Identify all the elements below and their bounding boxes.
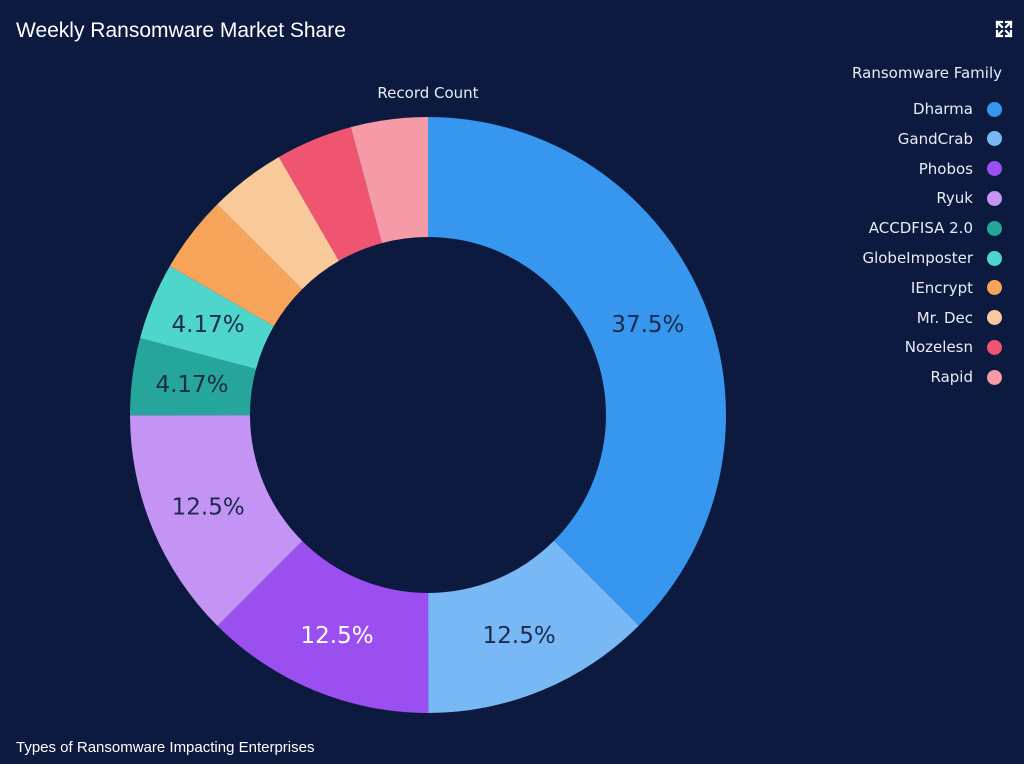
slice-nozelesn[interactable] — [278, 127, 382, 261]
legend-item[interactable]: Phobos — [919, 158, 1010, 180]
legend-dot-icon — [987, 190, 1002, 206]
slice-rapid[interactable] — [350, 117, 428, 244]
legend-label: Mr. Dec — [916, 308, 973, 327]
expand-icon — [995, 20, 1013, 38]
legend-label: Rapid — [930, 368, 974, 387]
donut-slices — [130, 117, 726, 713]
slice-accdfisa-2-0[interactable] — [130, 338, 257, 416]
slice-phobos[interactable] — [217, 540, 429, 713]
legend-label: Ryuk — [936, 189, 973, 208]
slice-label: 4.17% — [155, 372, 228, 398]
slice-label: 4.17% — [172, 312, 245, 338]
donut-chart: 37.5% 12.5% 12.5% 12.5% 4.17% 4.17% Record Co… — [130, 84, 726, 713]
slice-mr-dec[interactable] — [217, 156, 339, 290]
legend-dot-icon — [987, 280, 1002, 296]
legend-dot-icon — [987, 369, 1002, 385]
legend-dot-icon — [987, 161, 1002, 177]
slice-labels: 37.5% 12.5% 12.5% 12.5% 4.17% 4.17% — [155, 312, 684, 649]
legend-label: GandCrab — [897, 129, 973, 148]
slice-ryuk[interactable] — [130, 415, 303, 626]
legend-item[interactable]: Ryuk — [936, 187, 1010, 209]
legend-dot-icon — [987, 131, 1002, 147]
legend-item[interactable]: Dharma — [913, 98, 1010, 120]
legend-label: Phobos — [918, 159, 973, 178]
legend-item[interactable]: IEncrypt — [911, 277, 1010, 299]
card-footer: Types of Ransomware Impacting Enterprise… — [16, 739, 315, 756]
slice-globeimposter[interactable] — [140, 266, 274, 370]
legend-item[interactable]: Mr. Dec — [917, 307, 1010, 329]
slice-iencrypt[interactable] — [169, 204, 303, 327]
legend-item[interactable]: Rapid — [931, 366, 1011, 388]
slice-dharma[interactable] — [428, 117, 726, 626]
slice-label: 12.5% — [172, 494, 245, 520]
slice-label: 12.5% — [301, 623, 374, 649]
slice-label: 37.5% — [611, 312, 684, 338]
slice-label: 12.5% — [483, 623, 556, 649]
legend-dot-icon — [987, 339, 1002, 355]
legend-label: ACCDFISA 2.0 — [868, 219, 973, 238]
legend-label: Nozelesn — [904, 338, 973, 357]
measure-label: Record Count — [377, 84, 478, 102]
legend-item[interactable]: GlobeImposter — [862, 247, 1010, 269]
legend-dot-icon — [987, 101, 1002, 117]
legend-item[interactable]: ACCDFISA 2.0 — [869, 217, 1010, 239]
legend-label: IEncrypt — [910, 278, 973, 297]
legend-item[interactable]: Nozelesn — [905, 336, 1010, 358]
legend-label: Dharma — [913, 100, 973, 118]
legend-dot-icon — [987, 220, 1002, 236]
legend-dot-icon — [987, 250, 1002, 266]
card-title: Weekly Ransomware Market Share — [16, 19, 346, 42]
expand-button[interactable] — [994, 19, 1014, 39]
legend-title: Ransomware Family — [852, 64, 1002, 82]
slice-gandcrab[interactable] — [428, 540, 639, 713]
legend-label: GlobeImposter — [862, 249, 973, 267]
legend-item[interactable]: GandCrab — [898, 128, 1010, 150]
legend-dot-icon — [987, 310, 1002, 326]
